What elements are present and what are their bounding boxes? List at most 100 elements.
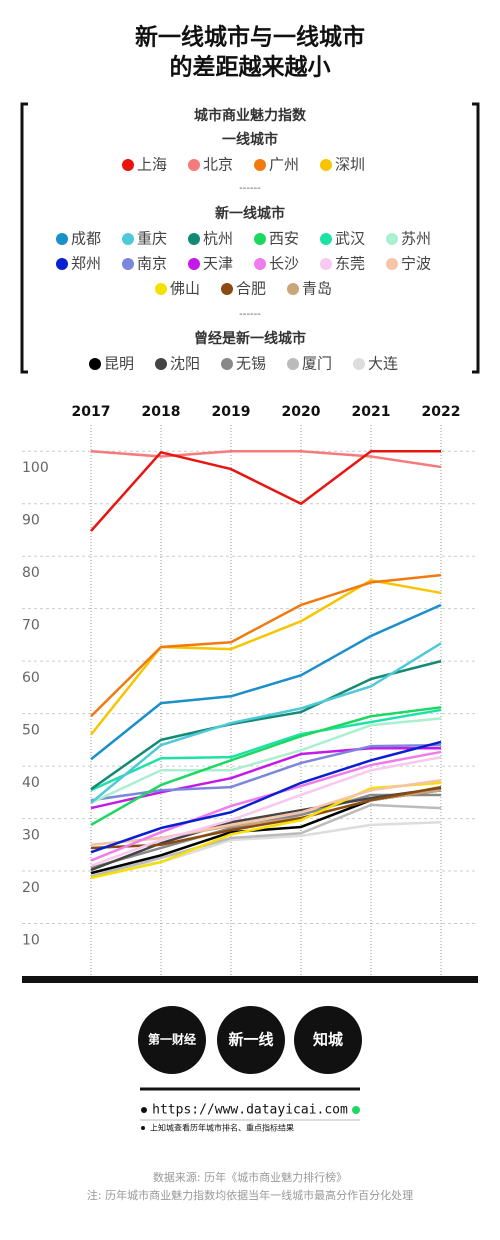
y-tick-label: 30	[22, 828, 40, 844]
y-tick-label: 70	[22, 618, 40, 634]
legend-label: 大连	[368, 355, 398, 373]
legend-label: 深圳	[335, 156, 365, 174]
legend-swatch	[89, 358, 101, 370]
legend-label: 厦门	[302, 355, 332, 373]
series-line	[90, 717, 442, 804]
y-tick-label: 40	[22, 775, 40, 791]
legend-label: 北京	[203, 156, 233, 174]
logo	[217, 1006, 285, 1074]
legend-swatch	[386, 233, 398, 245]
legend-label: 宁波	[401, 255, 431, 273]
series-line	[90, 747, 441, 810]
legend-label: 郑州	[71, 255, 101, 273]
legend-label: 东莞	[335, 255, 365, 273]
y-tick-label: 80	[22, 565, 40, 581]
legend-label: 无锡	[236, 355, 266, 373]
base-bar	[22, 976, 478, 983]
logo-text: 第一财经	[148, 1032, 196, 1047]
legend-swatch	[56, 258, 68, 270]
legend-swatch	[56, 233, 68, 245]
series-line	[90, 706, 442, 826]
series-line	[90, 642, 442, 804]
x-tick-label: 2017	[72, 404, 111, 420]
source: 数据来源: 历年《城市商业魅力排行榜》	[153, 1170, 347, 1184]
legend-label: 杭州	[203, 230, 233, 248]
bullet	[141, 1126, 145, 1130]
legend-swatch	[320, 258, 332, 270]
bracket-right	[472, 102, 480, 374]
chart-title: 新一线城市与一线城市	[135, 24, 365, 51]
legend-swatch	[287, 358, 299, 370]
note: 注: 历年城市商业魅力指数均依据当年一线城市最高分作百分化处理	[87, 1188, 413, 1202]
legend-swatch	[122, 159, 134, 171]
chart-title: 的差距越来越小	[170, 54, 331, 81]
series-line	[90, 449, 442, 469]
legend-label: 苏州	[401, 230, 431, 248]
legend-label: 成都	[71, 230, 101, 248]
legend-swatch	[221, 283, 233, 295]
bullet	[352, 1106, 360, 1114]
legend-swatch	[353, 358, 365, 370]
hint: 上知城查看历年城市排名、重点指标结果	[150, 1123, 294, 1133]
series-line	[90, 603, 442, 761]
legend-swatch	[221, 358, 233, 370]
series-line	[90, 788, 442, 875]
legend-label: 武汉	[335, 230, 365, 248]
legend-swatch	[188, 258, 200, 270]
x-tick-label: 2021	[352, 404, 391, 420]
y-tick-label: 20	[22, 880, 40, 896]
x-tick-label: 2020	[282, 404, 321, 420]
series-line	[90, 786, 442, 872]
series-line	[90, 803, 442, 878]
legend-swatch	[155, 358, 167, 370]
legend-swatch	[188, 233, 200, 245]
series-line	[90, 449, 441, 532]
series-line	[90, 781, 442, 880]
series-line	[90, 779, 442, 847]
series-line	[90, 573, 442, 718]
legend-label: 重庆	[137, 230, 167, 248]
legend-group-title: 新一线城市	[215, 205, 285, 222]
legend-label: 合肥	[236, 280, 266, 298]
series-line	[90, 755, 442, 867]
legend-swatch	[155, 283, 167, 295]
y-tick-label: 50	[22, 723, 40, 739]
legend-swatch	[254, 258, 266, 270]
legend-swatch	[287, 283, 299, 295]
legend-swatch	[320, 159, 332, 171]
series-line	[90, 740, 442, 854]
legend-label: 长沙	[269, 255, 299, 273]
legend-label: 青岛	[302, 280, 332, 298]
legend-title: 城市商业魅力指数	[194, 107, 307, 124]
legend-group-title: 曾经是新一线城市	[194, 330, 306, 347]
legend-label: 广州	[269, 156, 299, 174]
series-line	[90, 579, 442, 736]
legend-swatch	[254, 159, 266, 171]
logo	[294, 1006, 362, 1074]
x-tick-label: 2019	[212, 404, 251, 420]
legend-label: 天津	[203, 255, 233, 273]
legend-swatch	[122, 258, 134, 270]
divider: ------	[239, 309, 261, 320]
x-tick-label: 2022	[422, 404, 461, 420]
legend-label: 南京	[137, 255, 167, 273]
y-tick-label: 90	[22, 513, 40, 529]
series-line	[90, 750, 442, 862]
legend-group-title: 一线城市	[222, 131, 278, 148]
legend-swatch	[188, 159, 200, 171]
legend-label: 上海	[137, 156, 167, 174]
logo	[138, 1006, 206, 1074]
y-tick-label: 100	[22, 460, 49, 476]
series-line	[90, 659, 442, 791]
legend-swatch	[122, 233, 134, 245]
url: https://www.datayicai.com	[152, 1103, 348, 1118]
legend-label: 沈阳	[170, 355, 200, 373]
series-line	[90, 708, 442, 792]
divider: ------	[239, 183, 261, 194]
legend-swatch	[386, 258, 398, 270]
logo-text: 知城	[313, 1031, 343, 1049]
y-tick-label: 10	[22, 933, 40, 949]
legend-label: 昆明	[104, 355, 134, 373]
legend-swatch	[254, 233, 266, 245]
